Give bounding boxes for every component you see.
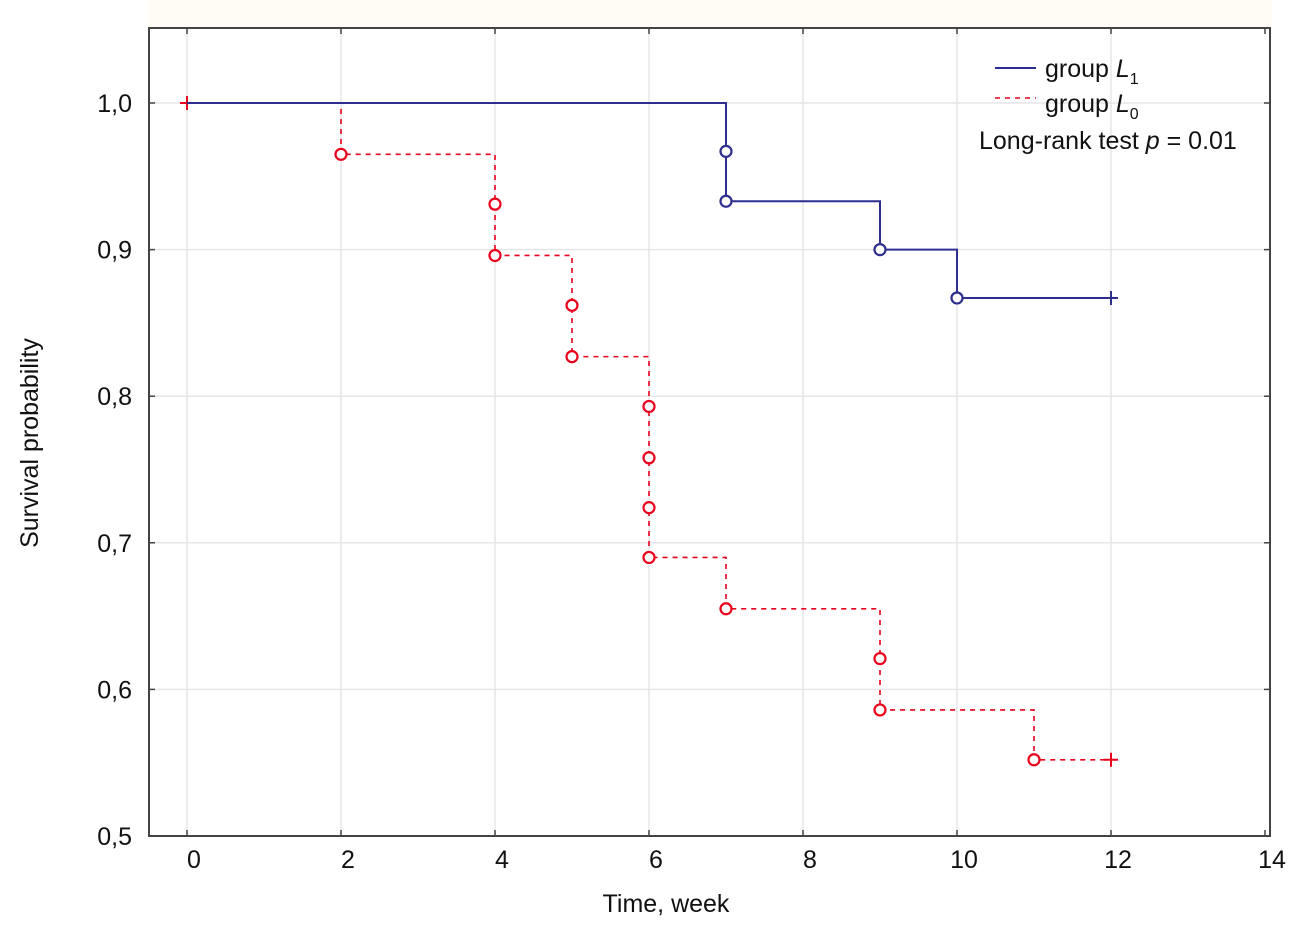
x-tick-label: 0 — [187, 846, 201, 874]
censor-marker — [1104, 290, 1118, 305]
y-tick-label: 0,8 — [97, 383, 132, 411]
y-axis-title: Survival probability — [16, 338, 44, 548]
x-tick-label: 12 — [1104, 846, 1132, 874]
y-tick-label: 0,5 — [97, 823, 132, 851]
logrank-annotation: Long-rank test p = 0.01 — [979, 127, 1237, 155]
event-marker — [719, 602, 733, 616]
x-tick-label: 14 — [1258, 846, 1286, 874]
series-group-l1 — [187, 102, 1118, 305]
event-marker — [719, 144, 733, 158]
x-tick-label: 2 — [341, 846, 355, 874]
event-marker — [1027, 753, 1041, 767]
x-tick-label: 4 — [495, 846, 509, 874]
legend: group L1 group L0 Long-rank test p = 0.0… — [979, 55, 1237, 155]
event-marker — [642, 550, 656, 565]
y-tick-label: 0,7 — [97, 530, 132, 558]
grid — [149, 28, 1270, 836]
event-marker — [642, 501, 656, 515]
event-marker — [642, 451, 656, 465]
event-marker — [488, 197, 502, 211]
event-marker — [873, 243, 887, 257]
km-step-line — [187, 102, 1111, 299]
x-axis-title: Time, week — [603, 890, 730, 918]
y-tick-label: 0,6 — [97, 676, 132, 704]
legend-label-l1: group L1 — [1045, 55, 1139, 88]
x-tick-label: 6 — [649, 846, 663, 874]
event-marker — [873, 652, 887, 666]
event-marker — [719, 194, 733, 208]
event-marker — [873, 703, 887, 717]
y-tick-label: 0,9 — [97, 237, 132, 265]
event-marker — [488, 248, 502, 263]
event-marker — [565, 298, 579, 312]
event-marker — [950, 291, 964, 305]
top-band — [148, 0, 1272, 28]
event-marker — [642, 399, 656, 414]
plot-frame — [148, 27, 1271, 837]
legend-label-l0: group L0 — [1045, 90, 1139, 123]
series-layer — [180, 96, 1118, 767]
event-marker — [334, 147, 348, 161]
censor-marker — [1104, 752, 1118, 767]
km-step-line — [187, 102, 1111, 761]
event-marker — [565, 350, 579, 364]
axis-ticks: 0 2 4 6 8 10 12 14 0,5 0,6 0,7 0,8 0,9 1,0 — [97, 28, 1286, 874]
x-tick-label: 10 — [950, 846, 978, 874]
y-tick-label: 1,0 — [97, 90, 132, 118]
x-tick-label: 8 — [803, 846, 817, 874]
